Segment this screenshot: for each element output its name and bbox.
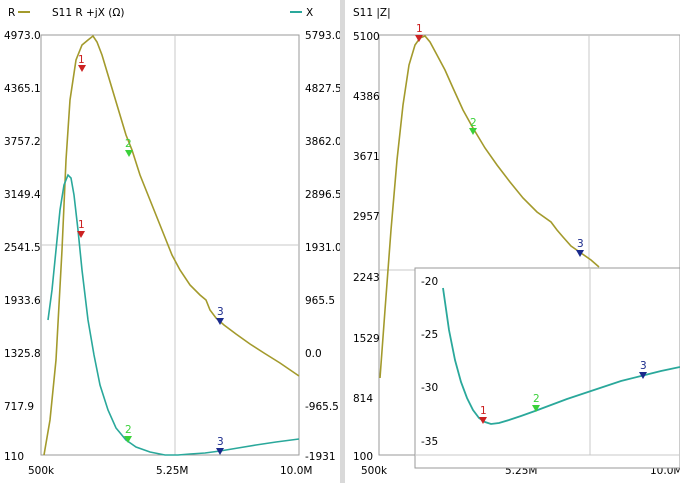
y-right-tick: 1931.0 [305, 242, 340, 254]
legend-r-label: R [8, 7, 15, 19]
inset-marker-1-label: 1 [480, 405, 487, 417]
y-right-tick: 965.5 [305, 295, 335, 307]
impedance-trace [379, 35, 600, 379]
x-tick: 500k [28, 465, 55, 477]
y-left-tick: 3757.2 [4, 136, 41, 148]
y-tick: 100 [353, 451, 373, 463]
x-marker-3[interactable] [216, 448, 224, 455]
x-trace [47, 173, 300, 456]
inset-trace [442, 287, 680, 425]
y-tick: 5100 [353, 31, 380, 43]
impedance-chart-title: S11 |Z| [353, 7, 391, 19]
inset-y-tick: -35 [421, 436, 438, 448]
inset-marker-3[interactable] [639, 372, 647, 379]
y-left-tick: 3149.4 [4, 189, 41, 201]
x-tick: 10.0M [280, 465, 312, 477]
r-marker-3[interactable] [216, 318, 224, 325]
legend-x-label: X [306, 7, 313, 19]
y-tick: 1529 [353, 333, 380, 345]
inset-y-tick: -30 [421, 382, 438, 394]
inset-marker-2[interactable] [532, 405, 540, 412]
r-marker-1[interactable] [78, 65, 86, 72]
rjx-y-right-ticks: 5793.0 4827.5 3862.0 2896.5 1931.0 965.5… [305, 30, 340, 463]
y-left-tick: 717.9 [4, 401, 34, 413]
impedance-gridlines [379, 35, 680, 271]
y-tick: 4386 [353, 91, 380, 103]
impedance-marker-3[interactable] [576, 250, 584, 257]
inset-frame [414, 267, 680, 469]
impedance-y-ticks: 5100 4386 3671 2957 2243 1529 814 100 [353, 31, 380, 463]
impedance-chart-svg: S11 |Z| 5100 4386 3671 2957 2243 1529 81… [353, 7, 680, 477]
inset-marker-1[interactable] [479, 417, 487, 424]
y-right-tick: 4827.5 [305, 83, 340, 95]
impedance-marker-2[interactable] [469, 128, 477, 135]
rjx-chart-svg: R S11 R +jX (Ω) X 4973.0 4365.1 3757.2 3… [4, 7, 340, 477]
x-tick: 500k [361, 465, 388, 477]
rjx-x-ticks: 500k 5.25M 10.0M [28, 465, 312, 477]
inset-gridlines [415, 268, 680, 456]
y-tick: 2957 [353, 211, 380, 223]
y-left-tick: 2541.5 [4, 242, 41, 254]
y-right-tick: 0.0 [305, 348, 322, 360]
y-left-tick: 4365.1 [4, 83, 41, 95]
inset-y-tick: -20 [421, 276, 438, 288]
r-marker-2[interactable] [125, 150, 133, 157]
y-tick: 2243 [353, 272, 380, 284]
r-marker-1-label: 1 [78, 54, 85, 66]
impedance-marker-1[interactable] [415, 35, 423, 42]
impedance-marker-3-label: 3 [577, 238, 584, 250]
rjx-y-left-ticks: 4973.0 4365.1 3757.2 3149.4 2541.5 1933.… [4, 30, 41, 463]
y-right-tick: 5793.0 [305, 30, 340, 42]
rjx-chart-panel[interactable]: R S11 R +jX (Ω) X 4973.0 4365.1 3757.2 3… [0, 0, 340, 483]
y-right-tick: -965.5 [305, 401, 339, 413]
y-right-tick: 3862.0 [305, 136, 340, 148]
impedance-marker-2-label: 2 [470, 117, 477, 129]
x-tick: 5.25M [156, 465, 188, 477]
impedance-markers[interactable]: 1 2 3 [415, 23, 584, 257]
y-left-tick: 4973.0 [4, 30, 41, 42]
inset-marker-3-label: 3 [640, 360, 647, 372]
y-left-tick: 110 [4, 451, 24, 463]
rjx-chart-title: S11 R +jX (Ω) [52, 7, 124, 19]
panel-splitter[interactable] [340, 0, 345, 483]
x-marker-3-label: 3 [217, 436, 224, 448]
r-marker-2-label: 2 [125, 138, 132, 150]
inset-y-tick: -25 [421, 329, 438, 341]
x-marker-1[interactable] [77, 231, 85, 238]
y-right-tick: -1931 [305, 451, 336, 463]
r-marker-3-label: 3 [217, 306, 224, 318]
impedance-marker-1-label: 1 [416, 23, 423, 35]
x-marker-1-label: 1 [78, 219, 85, 231]
r-markers[interactable]: 1 2 3 [78, 54, 224, 325]
y-left-tick: 1325.8 [4, 348, 41, 360]
x-marker-2-label: 2 [125, 424, 132, 436]
inset-marker-2-label: 2 [533, 393, 540, 405]
y-right-tick: 2896.5 [305, 189, 340, 201]
inset-chart[interactable]: -20 -25 -30 -35 1 2 3 [414, 267, 680, 469]
x-markers[interactable]: 1 2 3 [77, 219, 224, 455]
impedance-chart-panel[interactable]: S11 |Z| 5100 4386 3671 2957 2243 1529 81… [345, 0, 680, 483]
y-tick: 3671 [353, 151, 380, 163]
rjx-gridlines [41, 35, 299, 455]
x-marker-2[interactable] [124, 436, 132, 443]
y-left-tick: 1933.6 [4, 295, 41, 307]
y-tick: 814 [353, 393, 373, 405]
